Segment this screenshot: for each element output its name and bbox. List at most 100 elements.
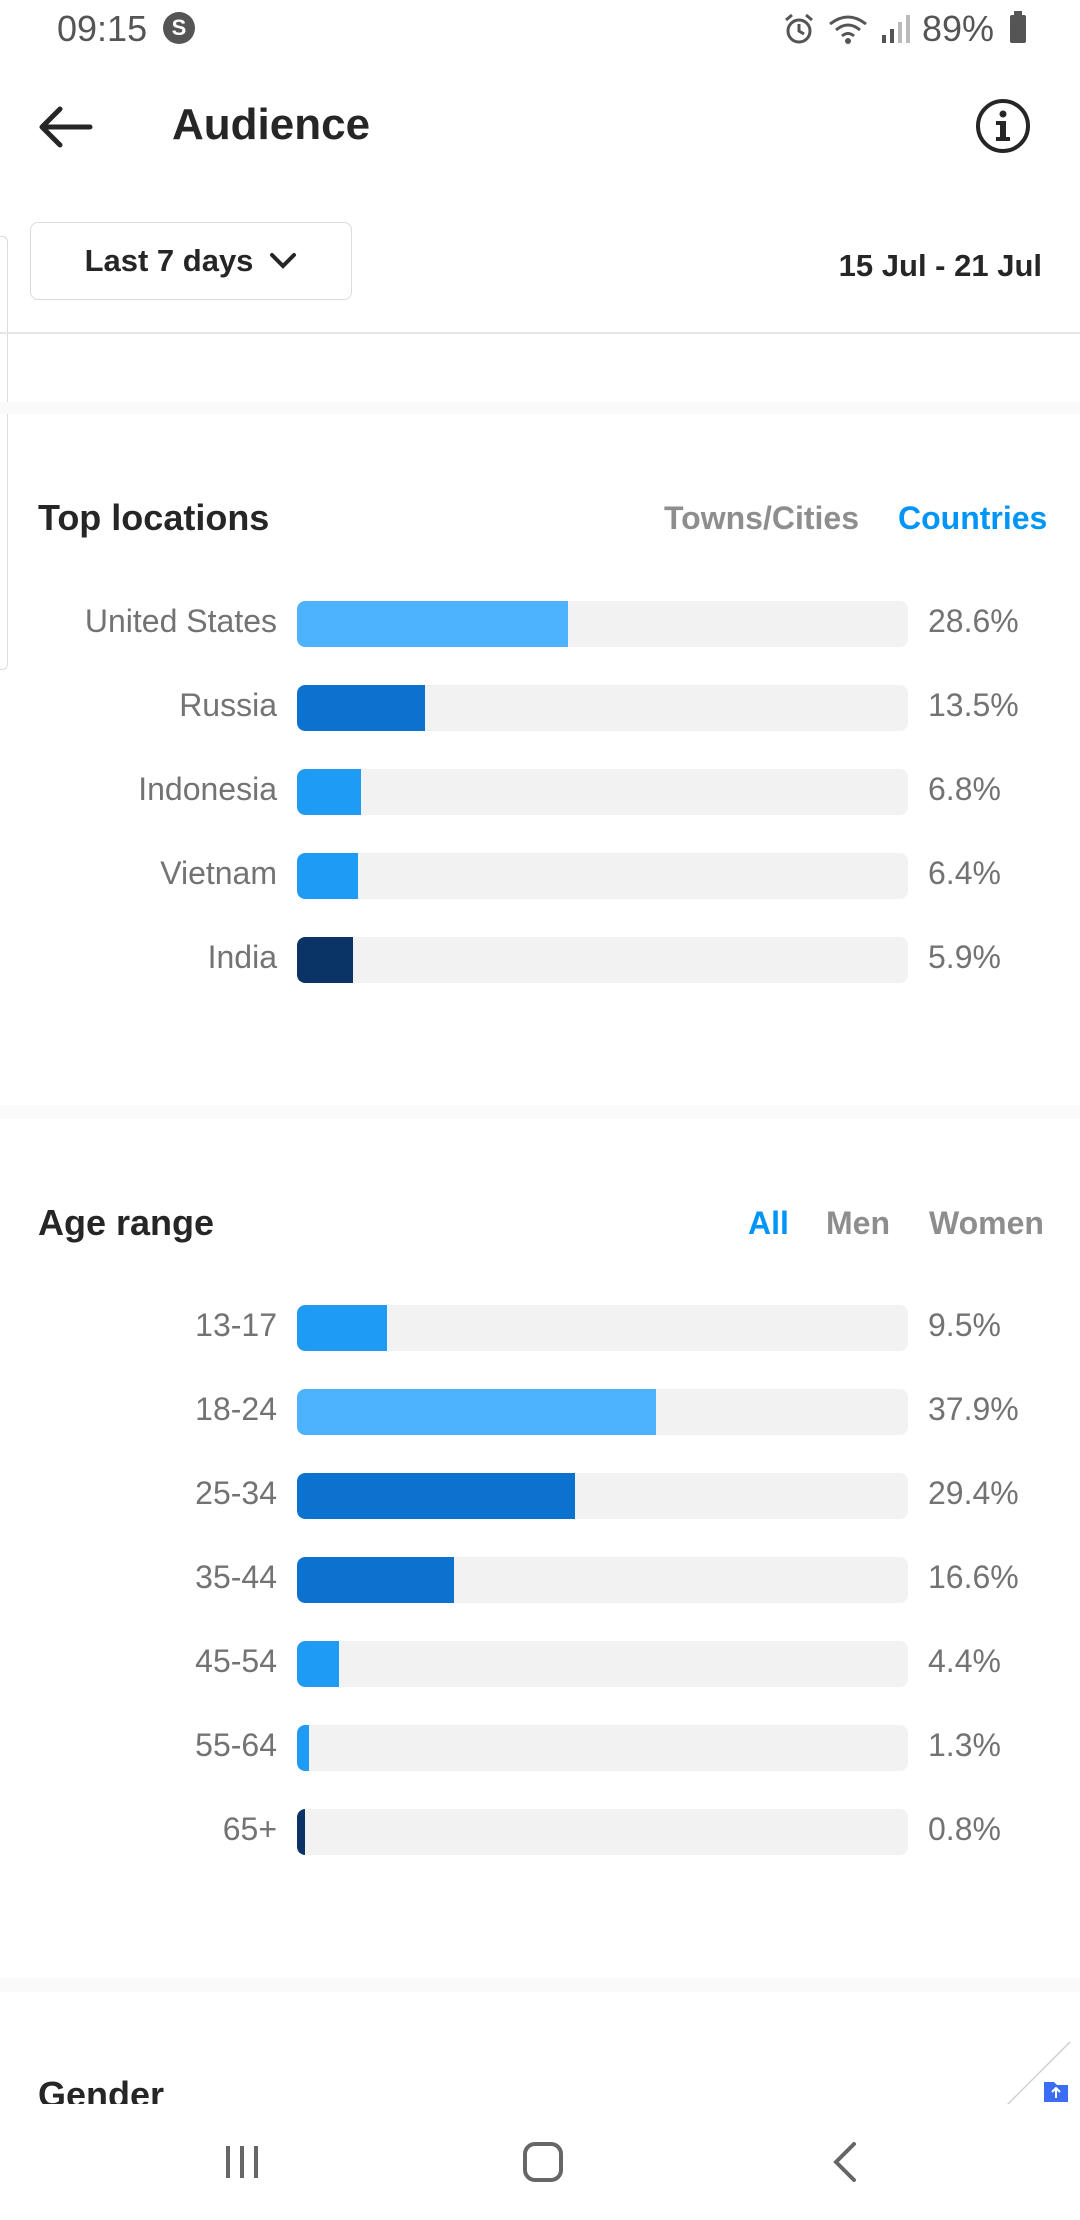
location-bar-fill — [297, 769, 362, 815]
age-label: 25-34 — [195, 1475, 277, 1511]
age-value: 16.6% — [928, 1559, 1019, 1595]
age-value: 0.8% — [928, 1811, 1001, 1847]
location-bar-track — [297, 601, 908, 647]
age-bar-track — [297, 1641, 908, 1687]
location-label: Vietnam — [160, 855, 277, 891]
battery-percent: 89% — [921, 8, 994, 49]
age-row: 18-24 37.9% — [0, 1389, 1080, 1435]
location-value: 6.4% — [928, 855, 1001, 891]
back-nav-button[interactable] — [816, 2134, 876, 2190]
period-dropdown-label: Last 7 days — [84, 243, 254, 278]
age-row: 13-17 9.5% — [0, 1305, 1080, 1351]
status-time: 09:15 — [57, 8, 148, 49]
section-separator — [0, 1978, 1080, 1992]
section-separator — [0, 1105, 1080, 1119]
age-bar-fill — [297, 1809, 305, 1855]
date-range: 15 Jul - 21 Jul — [838, 248, 1042, 283]
location-label: India — [207, 939, 277, 975]
age-row: 35-44 16.6% — [0, 1557, 1080, 1603]
section-separator — [0, 402, 1080, 414]
signal-icon — [881, 15, 910, 43]
age-bar-fill — [297, 1389, 656, 1435]
age-value: 37.9% — [928, 1391, 1019, 1427]
tab-towns-cities[interactable]: Towns/Cities — [664, 500, 859, 536]
left-edge-panel — [0, 236, 8, 670]
age-bar-track — [297, 1473, 908, 1519]
location-label: Russia — [179, 687, 277, 723]
age-bar-fill — [297, 1557, 455, 1603]
recent-apps-button[interactable] — [212, 2134, 272, 2190]
age-row: 45-54 4.4% — [0, 1641, 1080, 1687]
age-bar-track — [297, 1725, 908, 1771]
location-bar-track — [297, 685, 908, 731]
location-row: India 5.9% — [0, 937, 1080, 983]
location-label: Indonesia — [138, 771, 277, 807]
age-value: 1.3% — [928, 1727, 1001, 1763]
alarm-icon — [784, 13, 813, 44]
app-header: Audience — [0, 70, 1080, 185]
age-range-title: Age range — [38, 1202, 215, 1243]
back-nav-icon — [833, 2142, 856, 2182]
age-label: 55-64 — [195, 1727, 277, 1763]
age-value: 4.4% — [928, 1643, 1001, 1679]
location-bar-fill — [297, 685, 425, 731]
age-row: 65+ 0.8% — [0, 1809, 1080, 1855]
tab-countries[interactable]: Countries — [898, 500, 1048, 536]
age-label: 45-54 — [195, 1643, 277, 1679]
location-row: Vietnam 6.4% — [0, 853, 1080, 899]
system-nav-bar — [0, 2104, 1080, 2220]
location-bar-fill — [297, 853, 358, 899]
location-bar-fill — [297, 937, 353, 983]
tab-women[interactable]: Women — [929, 1205, 1044, 1241]
age-bar-fill — [297, 1473, 576, 1519]
age-row: 55-64 1.3% — [0, 1725, 1080, 1771]
age-bar-track — [297, 1389, 908, 1435]
location-label: United States — [84, 603, 277, 639]
location-row: United States 28.6% — [0, 601, 1080, 647]
s-icon: S — [163, 12, 195, 44]
age-bar-fill — [297, 1305, 387, 1351]
wifi-icon — [829, 15, 867, 44]
back-button[interactable] — [30, 92, 100, 162]
location-row: Indonesia 6.8% — [0, 769, 1080, 815]
tab-all[interactable]: All — [748, 1205, 789, 1241]
info-button[interactable] — [974, 97, 1032, 155]
info-icon — [976, 99, 1030, 153]
age-value: 29.4% — [928, 1475, 1019, 1511]
age-row: 25-34 29.4% — [0, 1473, 1080, 1519]
location-value: 13.5% — [928, 687, 1019, 723]
location-bar-fill — [297, 601, 568, 647]
location-bar-track — [297, 853, 908, 899]
period-dropdown[interactable]: Last 7 days — [30, 222, 352, 300]
location-bar-track — [297, 769, 908, 815]
home-icon — [523, 2142, 563, 2182]
status-bar: 09:15 S 89% — [0, 0, 1080, 58]
chevron-down-icon — [270, 253, 297, 269]
top-locations-title: Top locations — [38, 497, 270, 538]
tab-men[interactable]: Men — [826, 1205, 890, 1241]
age-bar-fill — [297, 1641, 339, 1687]
battery-icon — [1010, 11, 1026, 43]
location-value: 28.6% — [928, 603, 1019, 639]
page-title: Audience — [172, 100, 371, 149]
folder-upload-icon — [1044, 2082, 1068, 2102]
recent-apps-icon — [226, 2146, 258, 2178]
location-value: 6.8% — [928, 771, 1001, 807]
age-bar-track — [297, 1809, 908, 1855]
age-label: 65+ — [222, 1811, 277, 1847]
location-value: 5.9% — [928, 939, 1001, 975]
age-label: 35-44 — [195, 1559, 277, 1595]
age-label: 18-24 — [195, 1391, 277, 1427]
age-bar-track — [297, 1557, 908, 1603]
location-bar-track — [297, 937, 908, 983]
status-right-group: 89% — [782, 8, 1026, 50]
divider — [0, 332, 1080, 334]
age-value: 9.5% — [928, 1307, 1001, 1343]
screenshot-badge[interactable] — [1002, 2040, 1072, 2110]
age-bar-track — [297, 1305, 908, 1351]
arrow-left-icon — [39, 106, 93, 148]
age-label: 13-17 — [195, 1307, 277, 1343]
home-button[interactable] — [513, 2134, 573, 2190]
location-row: Russia 13.5% — [0, 685, 1080, 731]
age-bar-fill — [297, 1725, 310, 1771]
